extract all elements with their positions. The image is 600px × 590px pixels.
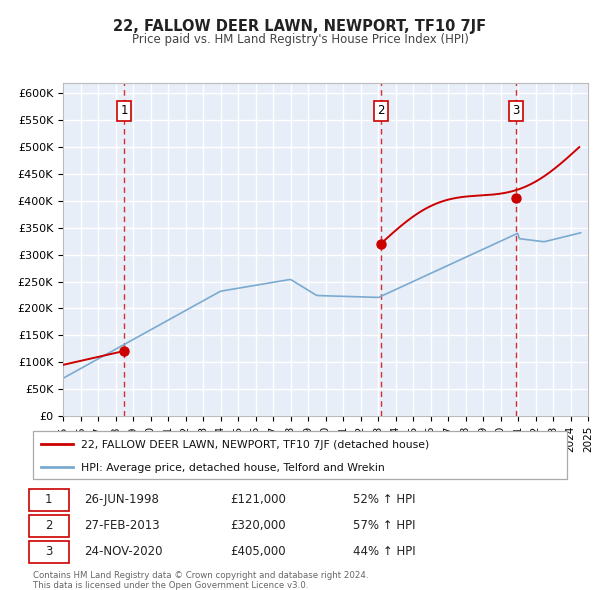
Text: Contains HM Land Registry data © Crown copyright and database right 2024.
This d: Contains HM Land Registry data © Crown c… — [33, 571, 368, 590]
FancyBboxPatch shape — [29, 515, 69, 537]
Text: HPI: Average price, detached house, Telford and Wrekin: HPI: Average price, detached house, Telf… — [81, 463, 385, 473]
Text: 22, FALLOW DEER LAWN, NEWPORT, TF10 7JF: 22, FALLOW DEER LAWN, NEWPORT, TF10 7JF — [113, 19, 487, 34]
FancyBboxPatch shape — [33, 431, 567, 479]
FancyBboxPatch shape — [29, 542, 69, 563]
Text: 3: 3 — [512, 104, 520, 117]
Text: 24-NOV-2020: 24-NOV-2020 — [84, 545, 162, 558]
Text: 57% ↑ HPI: 57% ↑ HPI — [353, 519, 416, 532]
Text: 44% ↑ HPI: 44% ↑ HPI — [353, 545, 416, 558]
Text: 2: 2 — [45, 519, 52, 532]
Text: 27-FEB-2013: 27-FEB-2013 — [84, 519, 160, 532]
Text: 22, FALLOW DEER LAWN, NEWPORT, TF10 7JF (detached house): 22, FALLOW DEER LAWN, NEWPORT, TF10 7JF … — [81, 440, 430, 450]
FancyBboxPatch shape — [29, 489, 69, 511]
Text: £405,000: £405,000 — [230, 545, 286, 558]
Text: 3: 3 — [45, 545, 52, 558]
Text: 52% ↑ HPI: 52% ↑ HPI — [353, 493, 416, 506]
Text: 2: 2 — [377, 104, 385, 117]
Text: £320,000: £320,000 — [230, 519, 286, 532]
Text: Price paid vs. HM Land Registry's House Price Index (HPI): Price paid vs. HM Land Registry's House … — [131, 33, 469, 46]
Text: 1: 1 — [121, 104, 128, 117]
Text: £121,000: £121,000 — [230, 493, 286, 506]
Text: 1: 1 — [45, 493, 52, 506]
Text: 26-JUN-1998: 26-JUN-1998 — [84, 493, 158, 506]
